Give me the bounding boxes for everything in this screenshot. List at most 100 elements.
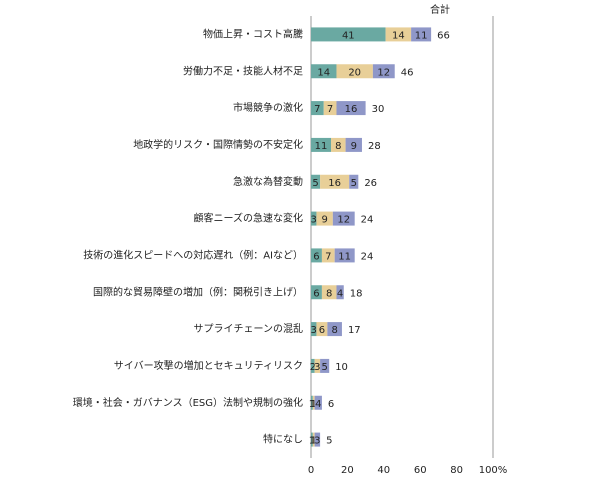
bar-segment xyxy=(311,27,386,42)
bar-segment xyxy=(314,432,321,447)
segment-label: 7 xyxy=(314,104,320,115)
bar-segment xyxy=(311,285,322,300)
category-label: 市場競争の激化 xyxy=(233,101,303,114)
bar-segment xyxy=(336,64,373,79)
total-label: 66 xyxy=(437,30,450,41)
category-label: 国際的な貿易障壁の増加（例：関税引き上げ） xyxy=(93,285,303,298)
total-label: 46 xyxy=(401,67,414,78)
segment-label: 8 xyxy=(335,141,341,152)
total-label: 30 xyxy=(372,104,385,115)
segment-label: 16 xyxy=(345,104,358,115)
bar-segment xyxy=(311,432,313,447)
segment-label: 20 xyxy=(348,67,361,78)
bar-segment xyxy=(316,211,333,226)
segment-label: 8 xyxy=(331,325,337,336)
segment-label: 12 xyxy=(377,67,390,78)
bar-segment xyxy=(314,395,322,410)
segment-label: 1 xyxy=(309,436,315,447)
segment-label: 7 xyxy=(327,104,333,115)
segment-label: 4 xyxy=(337,288,343,299)
category-label: 物価上昇・コスト高騰 xyxy=(203,27,303,40)
segment-label: 3 xyxy=(311,215,317,226)
segment-label: 6 xyxy=(313,251,319,262)
segment-label: 7 xyxy=(325,251,331,262)
bar-segment xyxy=(311,137,332,152)
bar-segment xyxy=(316,322,328,337)
bar-segment xyxy=(331,137,346,152)
category-label: 技術の進化スピードへの対応遅れ（例：AIなど） xyxy=(83,248,303,261)
segment-label: 14 xyxy=(317,67,330,78)
segment-label: 1 xyxy=(309,399,315,410)
segment-label: 41 xyxy=(342,30,355,41)
bar-segment xyxy=(336,101,366,116)
x-tick-label: 20 xyxy=(341,465,354,476)
bar-segment xyxy=(321,248,335,263)
segment-label: 5 xyxy=(351,178,357,189)
segment-label: 12 xyxy=(337,215,350,226)
x-tick-label: 80 xyxy=(450,465,463,476)
bar-segment xyxy=(311,395,313,410)
segment-label: 6 xyxy=(313,288,319,299)
bar-segment xyxy=(372,64,395,79)
bar-segment xyxy=(345,137,362,152)
total-label: 26 xyxy=(364,178,377,189)
bar-segment xyxy=(321,285,337,300)
segment-label: 6 xyxy=(319,325,325,336)
segment-label: 9 xyxy=(321,215,327,226)
bar-segment xyxy=(312,395,315,410)
bar-segment xyxy=(320,358,330,373)
bar-segment xyxy=(336,285,344,300)
category-label: 急激な為替変動 xyxy=(233,175,303,188)
bar-segment xyxy=(312,432,315,447)
segment-label: 11 xyxy=(415,30,428,41)
segment-label: 9 xyxy=(351,141,357,152)
bar-segment xyxy=(385,27,412,42)
total-label: 24 xyxy=(361,215,374,226)
x-tick-label: 0 xyxy=(308,465,314,476)
segment-label: 4 xyxy=(315,399,321,410)
segment-label: 16 xyxy=(328,178,341,189)
category-label: 特になし xyxy=(263,434,303,446)
category-label: サイバー攻撃の増加とセキュリティリスク xyxy=(114,359,303,372)
category-label: 地政学的リスク・国際情勢の不安定化 xyxy=(133,138,303,151)
segment-label: 11 xyxy=(315,141,328,152)
bar-segment xyxy=(327,322,342,337)
x-tick-label: 40 xyxy=(377,465,390,476)
category-label: サプライチェーンの混乱 xyxy=(194,323,304,335)
segment-label: 1 xyxy=(311,399,317,410)
totals-header: 合計 xyxy=(430,3,450,16)
segment-label: 5 xyxy=(312,178,318,189)
total-label: 6 xyxy=(328,399,334,410)
bar-segment xyxy=(314,358,321,373)
bar-segment xyxy=(311,322,317,337)
bar-segment xyxy=(411,27,432,42)
total-label: 24 xyxy=(361,251,374,262)
category-label: 顧客ニーズの急速な変化 xyxy=(194,212,304,225)
segment-label: 8 xyxy=(326,288,332,299)
segment-label: 3 xyxy=(314,362,320,373)
x-tick-label: 100% xyxy=(479,465,508,476)
total-label: 28 xyxy=(368,141,381,152)
bar-segment xyxy=(311,358,315,373)
total-label: 18 xyxy=(350,288,363,299)
segment-label: 2 xyxy=(310,362,316,373)
bar-segment xyxy=(334,248,355,263)
bar-segment xyxy=(349,174,359,189)
total-label: 17 xyxy=(348,325,361,336)
segment-label: 1 xyxy=(311,436,317,447)
segment-label: 5 xyxy=(321,362,327,373)
bar-segment xyxy=(311,174,321,189)
total-label: 10 xyxy=(335,362,348,373)
bar-segment xyxy=(311,248,322,263)
bar-segment xyxy=(311,64,337,79)
total-label: 5 xyxy=(326,436,332,447)
bar-segment xyxy=(323,101,337,116)
segment-label: 3 xyxy=(311,325,317,336)
segment-label: 11 xyxy=(338,251,351,262)
bar-segment xyxy=(332,211,355,226)
segment-label: 14 xyxy=(392,30,405,41)
x-tick-label: 60 xyxy=(414,465,427,476)
bar-segment xyxy=(311,211,317,226)
category-label: 環境・社会・ガバナンス（ESG）法制や規制の強化 xyxy=(73,396,303,409)
